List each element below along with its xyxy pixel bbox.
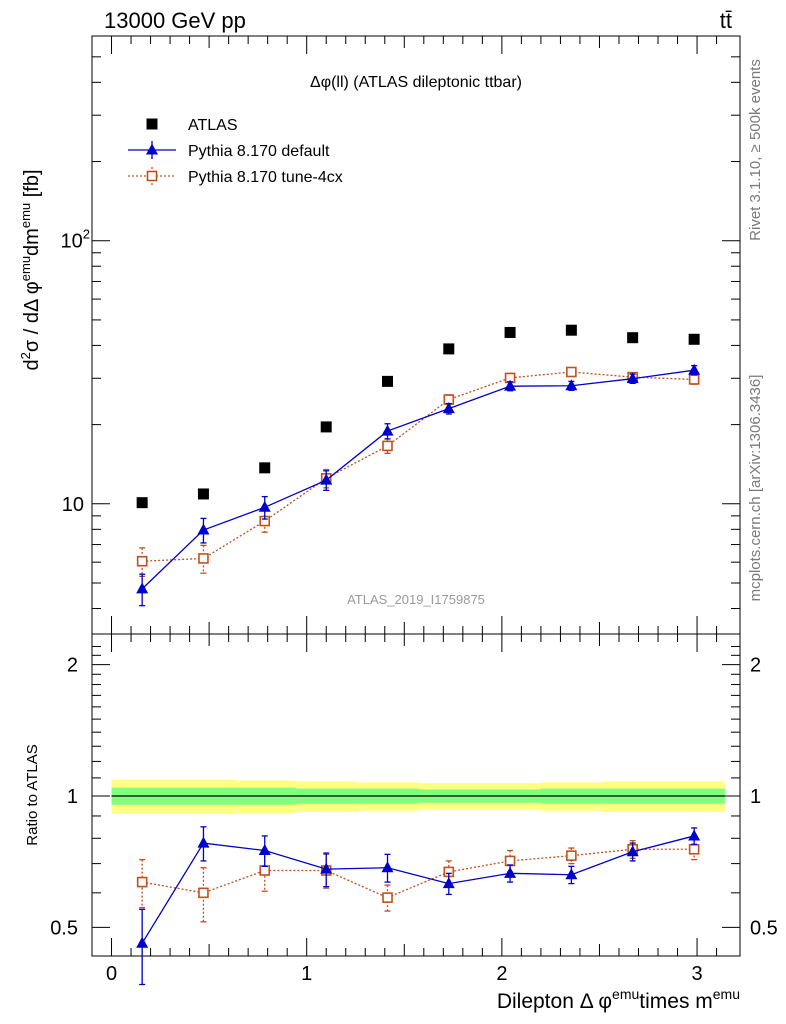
main-atlas-point bbox=[688, 333, 700, 345]
main-data-marks bbox=[136, 324, 701, 607]
ratio-pythia-8-170-default-point bbox=[258, 844, 271, 856]
ratio-pythia-8-170-default-point bbox=[197, 836, 210, 848]
ylabel-sup2: emu bbox=[18, 256, 33, 281]
main-atlas-point bbox=[320, 421, 332, 433]
legend-atlas-marker bbox=[146, 118, 158, 130]
main-pythia-8-170-default-point bbox=[504, 379, 517, 391]
main-atlas-point bbox=[504, 326, 516, 338]
legend-pythia-8-170-tune-4cx-marker bbox=[146, 170, 158, 182]
mcplots-label: mcplots.cern.ch [arXiv:1306.3436] bbox=[747, 375, 764, 602]
main-atlas-point bbox=[565, 324, 577, 336]
rivet-label: Rivet 3.1.10, ≥ 500k events bbox=[747, 59, 764, 241]
ratio-plot-frame bbox=[91, 633, 741, 957]
ratio-y-tick-label-right: 2 bbox=[750, 655, 761, 677]
ratio-pythia-8-170-tune-4cx-point bbox=[504, 855, 516, 867]
main-atlas-point bbox=[136, 497, 148, 509]
main-atlas-point bbox=[627, 332, 639, 344]
main-y-axis-label: d2σ / dΔ φemudmemu [fb] bbox=[18, 169, 43, 370]
ratio-axis-ticks: 0.5 0.5 1 1 2 2 0 1 2 3 bbox=[50, 634, 778, 985]
y-tick-label-base: 10 bbox=[61, 231, 83, 253]
xlabel-mid: times m bbox=[639, 990, 713, 1013]
ratio-pythia-8-170-tune-4cx-point bbox=[566, 850, 577, 861]
main-atlas-point bbox=[197, 488, 209, 500]
xlabel-sup2: emu bbox=[713, 986, 740, 1002]
ratio-plot-panel: 0.5 0.5 1 1 2 2 0 1 2 3 Ratio to ATLAS Dilepton Δ… bbox=[24, 633, 778, 1013]
ratio-pythia-8-170-default-point bbox=[565, 868, 578, 880]
ratio-pythia-8-170-default-point bbox=[320, 862, 333, 874]
ylabel-sup1: 2 bbox=[18, 352, 33, 359]
ratio-pythia-8-170-tune-4cx-point bbox=[382, 892, 393, 903]
x-axis-label: Dilepton Δ φemutimes memu bbox=[497, 986, 740, 1013]
x-tick-label: 3 bbox=[691, 963, 702, 985]
ylabel-base: d bbox=[21, 359, 43, 370]
ratio-y-tick-label-right: 1 bbox=[750, 786, 761, 808]
ratio-pythia-8-170-tune-4cx-point bbox=[136, 876, 148, 888]
xlabel-pre: Dilepton Δ φ bbox=[497, 990, 612, 1013]
x-tick-label: 2 bbox=[496, 963, 507, 985]
main-atlas-point bbox=[443, 343, 455, 355]
main-pythia-8-170-default-point bbox=[197, 523, 210, 535]
main-pythia-8-170-default-point bbox=[565, 379, 578, 391]
main-pythia-8-170-tune-4cx-point bbox=[566, 366, 577, 378]
main-plot-panel: Δφ(ll) (ATLAS dileptonic ttbar) ATLAS_20… bbox=[18, 35, 741, 635]
main-atlas-point bbox=[259, 462, 271, 474]
ratio-pythia-8-170-tune-4cx-point bbox=[688, 843, 700, 855]
main-pythia-8-170-default-point bbox=[442, 402, 455, 414]
energy-label: 13000 GeV pp bbox=[104, 8, 246, 33]
y-tick-label: 102 bbox=[61, 227, 90, 253]
y-tick-label: 10 bbox=[62, 494, 84, 516]
xlabel-sup1: emu bbox=[612, 986, 639, 1002]
ylabel-mid: σ / dΔ φ bbox=[21, 281, 43, 352]
legend-pythia-8-170-default-marker bbox=[146, 143, 158, 155]
process-label: tt̄ bbox=[720, 8, 732, 33]
main-plot-title: Δφ(ll) (ATLAS dileptonic ttbar) bbox=[310, 74, 522, 91]
ratio-pythia-8-170-tune-4cx-line bbox=[142, 848, 695, 899]
main-pythia-8-170-tune-4cx-line bbox=[142, 371, 695, 562]
legend: ATLAS Pythia 8.170 default Pythia 8.170 tu… bbox=[128, 117, 343, 186]
legend-atlas-label: ATLAS bbox=[188, 117, 238, 134]
ratio-y-axis-label: Ratio to ATLAS bbox=[24, 744, 41, 845]
ylabel-tail: [fb] bbox=[21, 169, 43, 202]
ratio-y-tick-label-left: 0.5 bbox=[50, 917, 78, 939]
main-pythia-8-170-default-point bbox=[381, 424, 394, 436]
main-pythia-8-170-tune-4cx-point bbox=[198, 553, 209, 564]
main-pythia-8-170-default-point bbox=[136, 582, 149, 594]
main-pythia-8-170-default-point bbox=[688, 363, 701, 375]
main-atlas-point bbox=[382, 375, 394, 387]
main-pythia-8-170-default-point bbox=[258, 500, 271, 512]
main-pythia-8-170-tune-4cx-point bbox=[136, 555, 148, 567]
ratio-pythia-8-170-default-point bbox=[504, 866, 517, 878]
main-pythia-8-170-default-point bbox=[320, 473, 333, 485]
ratio-y-tick-label-left: 1 bbox=[67, 786, 78, 808]
main-pythia-8-170-default-point bbox=[626, 372, 639, 384]
y-tick-label-exp: 2 bbox=[83, 227, 90, 242]
ylabel-mid2: dm bbox=[21, 228, 43, 256]
main-pythia-8-170-default-line bbox=[141, 369, 695, 590]
ratio-pythia-8-170-default-point bbox=[442, 877, 455, 889]
ratio-y-tick-label-left: 2 bbox=[67, 655, 78, 677]
ratio-y-tick-label-right: 0.5 bbox=[750, 917, 778, 939]
main-pythia-8-170-tune-4cx-point bbox=[688, 374, 700, 385]
ratio-pythia-8-170-tune-4cx-point bbox=[198, 887, 209, 899]
ratio-pythia-8-170-default-point bbox=[136, 936, 149, 948]
x-tick-label: 1 bbox=[301, 963, 312, 985]
x-tick-label: 0 bbox=[106, 963, 117, 985]
ratio-uncertainty-band bbox=[111, 779, 725, 814]
ratio-pythia-8-170-default-line bbox=[141, 835, 695, 944]
legend-pythia-8-170-default-label: Pythia 8.170 default bbox=[188, 143, 330, 160]
main-pythia-8-170-tune-4cx-point bbox=[382, 440, 393, 452]
legend-pythia-8-170-tune-4cx-label: Pythia 8.170 tune-4cx bbox=[188, 169, 343, 186]
analysis-id-label: ATLAS_2019_I1759875 bbox=[347, 592, 485, 607]
ratio-pythia-8-170-default-point bbox=[626, 845, 639, 857]
ratio-pythia-8-170-tune-4cx-point bbox=[259, 865, 271, 876]
ratio-pythia-8-170-default-point bbox=[381, 861, 394, 873]
ratio-pythia-8-170-default-point bbox=[688, 829, 701, 841]
ylabel-sup3: emu bbox=[18, 203, 33, 228]
ratio-data-marks bbox=[136, 826, 701, 986]
